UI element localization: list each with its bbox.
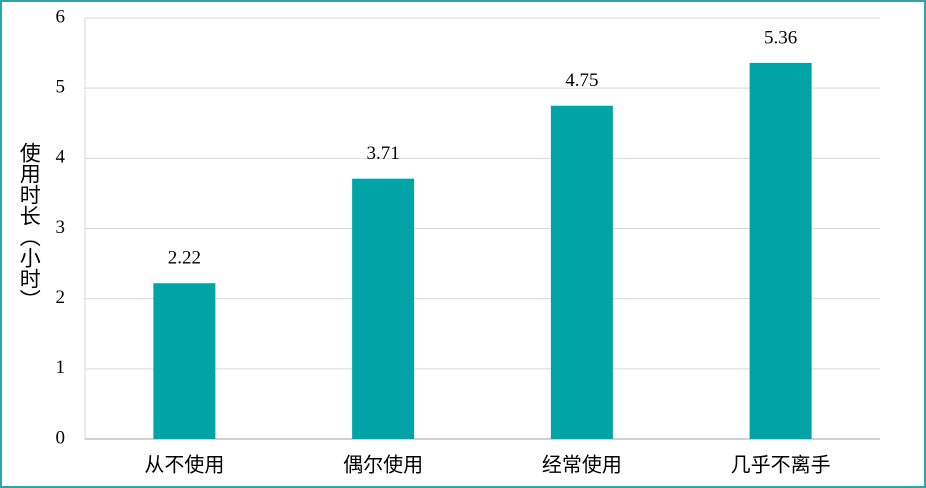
x-tick-label: 经常使用	[542, 454, 622, 477]
bar	[352, 178, 415, 439]
value-label: 3.71	[367, 143, 400, 164]
y-tick-label: 2	[56, 287, 66, 308]
bar	[550, 105, 613, 439]
bar	[153, 283, 216, 439]
y-tick-label: 4	[56, 147, 66, 168]
value-label: 2.22	[168, 248, 201, 269]
y-tick-label: 5	[56, 77, 66, 98]
y-axis-title: 使用时长（小时）	[17, 142, 41, 310]
x-tick-label: 几乎不离手	[731, 454, 831, 477]
value-label: 4.75	[565, 70, 598, 91]
x-tick-label: 从不使用	[144, 454, 224, 477]
value-label: 5.36	[764, 27, 797, 48]
bar	[749, 62, 812, 439]
y-tick-label: 0	[56, 427, 66, 448]
y-tick-label: 3	[56, 217, 66, 238]
y-tick-label: 1	[56, 357, 66, 378]
x-tick-label: 偶尔使用	[343, 454, 423, 477]
y-tick-label: 6	[56, 6, 66, 27]
